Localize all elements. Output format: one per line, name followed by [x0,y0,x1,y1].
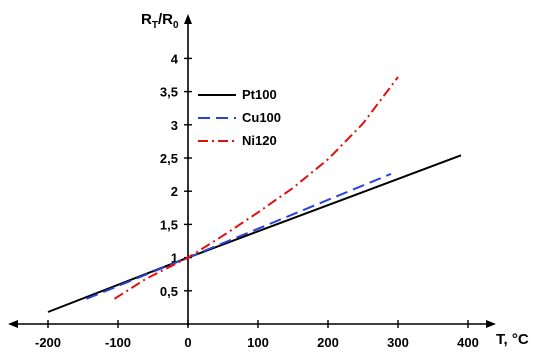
x-ticks: -200 -100 0 100 200 300 400 [35,320,479,350]
y-tick-label: 0,5 [160,284,178,299]
y-tick-label: 2 [171,184,178,199]
x-tick-label: 200 [317,335,339,350]
x-tick-label: 0 [184,335,191,350]
legend-label-pt100: Pt100 [242,87,277,102]
y-axis-up-arrow [184,14,192,24]
y-tick-label: 2,5 [160,151,178,166]
y-axis-title-main: R [141,11,152,28]
x-tick-label: -100 [105,335,131,350]
x-tick-label: 100 [247,335,269,350]
y-tick-label: 1 [171,251,178,266]
y-tick-label: 3,5 [160,85,178,100]
x-tick-label: -200 [35,335,61,350]
y-tick-label: 4 [171,51,179,66]
legend-label-cu100: Cu100 [242,110,281,125]
y-tick-label: 3 [171,118,178,133]
legend: Pt100 Cu100 Ni120 [198,87,281,148]
legend-label-ni120: Ni120 [242,133,277,148]
y-axis-title: RT/R0 [141,11,179,31]
axes [8,14,496,328]
y-axis-title-sub-t: T [152,20,158,31]
x-tick-label: 300 [387,335,409,350]
y-axis-title-sub-0: 0 [173,20,179,31]
x-axis-title: T, °C [496,331,529,348]
x-tick-label: 400 [457,335,479,350]
y-tick-label: 1,5 [160,217,178,232]
y-axis-title-slash: /R [158,11,173,28]
series-line-ni120 [113,76,399,300]
series-lines [47,76,462,313]
x-axis-left-arrow [8,320,18,328]
x-axis-right-arrow [486,320,496,328]
